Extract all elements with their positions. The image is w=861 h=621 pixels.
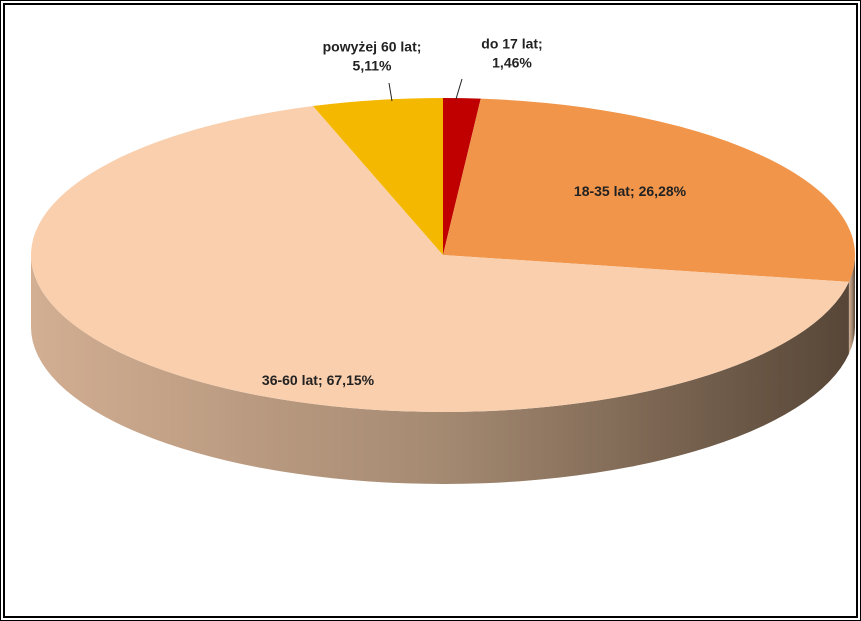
- data-label-category: do 17 lat;: [481, 36, 542, 52]
- slice: [312, 98, 443, 255]
- data-label-value: 67,15%: [327, 372, 375, 388]
- data-label: 18-35 lat; 26,28%: [574, 183, 687, 199]
- slice-side: [848, 255, 855, 354]
- leader-line: [388, 82, 393, 102]
- data-label-category: 18-35 lat;: [574, 183, 635, 199]
- slice: [31, 106, 849, 412]
- inner-frame: [3, 3, 858, 618]
- data-label-category: 36-60 lat;: [262, 372, 323, 388]
- data-label-value: 26,28%: [639, 183, 687, 199]
- data-label-category: powyżej 60 lat;: [323, 39, 422, 55]
- slice: [443, 98, 856, 282]
- slice-side: [31, 255, 849, 484]
- data-label: 36-60 lat; 67,15%: [262, 372, 375, 388]
- data-label-value: 5,11%: [353, 58, 392, 74]
- slice: [443, 98, 481, 255]
- leader-line: [455, 78, 463, 100]
- data-label-value: 1,46%: [492, 55, 532, 71]
